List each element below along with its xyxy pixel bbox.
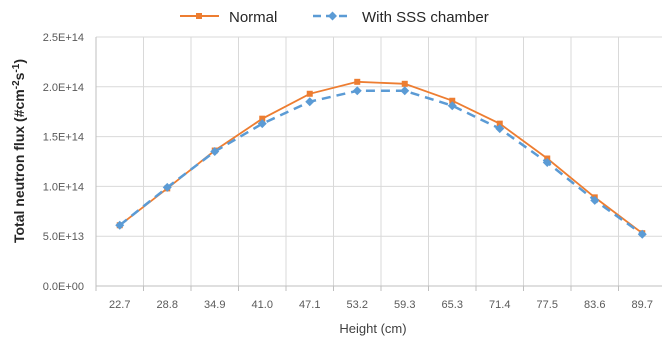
point-normal	[306, 90, 313, 97]
y-tick-labels: 0.0E+00 5.0E+13 1.0E+14 1.5E+14 2.0E+14 2.5E+…	[43, 32, 84, 293]
y-tick-label: 1.5E+14	[43, 132, 84, 144]
series-layer	[115, 78, 647, 239]
series-line-1	[119, 89, 644, 236]
gridlines	[96, 36, 662, 286]
x-tick-label: 71.4	[489, 299, 510, 311]
point-normal	[449, 97, 456, 104]
point-sss	[447, 101, 457, 111]
x-tick-label: 59.3	[394, 299, 415, 311]
point-normal	[496, 120, 503, 127]
legend: Normal With SSS chamber	[180, 9, 489, 26]
point-sss	[495, 124, 505, 134]
x-tick-label: 83.6	[584, 299, 605, 311]
point-sss	[115, 220, 125, 230]
y-axis-title-mid: s	[11, 72, 27, 80]
y-tick-label: 0.0E+00	[43, 281, 84, 293]
legend-label-normal: Normal	[229, 9, 277, 26]
x-tick-label: 34.9	[204, 299, 225, 311]
x-tick-label: 41.0	[252, 299, 273, 311]
y-tick-label: 5.0E+13	[43, 231, 84, 243]
point-sss	[162, 182, 172, 192]
point-sss	[257, 119, 267, 129]
y-axis-title-main: Total neutron flux (#cm	[11, 89, 27, 243]
x-axis-title: Height (cm)	[339, 321, 406, 336]
point-sss	[637, 229, 647, 239]
x-tick-label: 65.3	[442, 299, 463, 311]
x-tick-label: 28.8	[157, 299, 178, 311]
y-axis-title-sup1: -2	[11, 80, 22, 89]
x-tick-labels: 22.7 28.8 34.9 41.0 47.1 53.2 59.3 65.3 71.4 77.5…	[109, 299, 653, 311]
point-sss	[400, 86, 410, 96]
point-normal	[259, 115, 266, 122]
y-axis-title-sup2: -1	[11, 63, 22, 72]
x-tick-label: 77.5	[537, 299, 558, 311]
y-tick-label: 1.0E+14	[43, 181, 84, 193]
point-normal	[354, 78, 361, 85]
legend-label-sss: With SSS chamber	[362, 9, 489, 26]
x-tick-label: 22.7	[109, 299, 130, 311]
point-sss	[305, 97, 315, 107]
axes	[95, 37, 662, 291]
point-sss	[590, 195, 600, 205]
y-tick-label: 2.5E+14	[43, 32, 84, 44]
x-tick-label: 47.1	[299, 299, 320, 311]
y-axis-title: Total neutron flux (#cm-2s-1)	[11, 59, 27, 243]
y-axis-title-end: )	[11, 59, 27, 64]
point-sss	[542, 157, 552, 167]
point-normal	[401, 80, 408, 87]
legend-marker-sss	[328, 11, 337, 21]
x-tick-label: 53.2	[347, 299, 368, 311]
point-sss	[352, 86, 362, 96]
x-tick-label: 89.7	[632, 299, 653, 311]
legend-marker-normal	[196, 13, 202, 19]
point-sss	[210, 147, 220, 157]
y-tick-label: 2.0E+14	[43, 82, 84, 94]
